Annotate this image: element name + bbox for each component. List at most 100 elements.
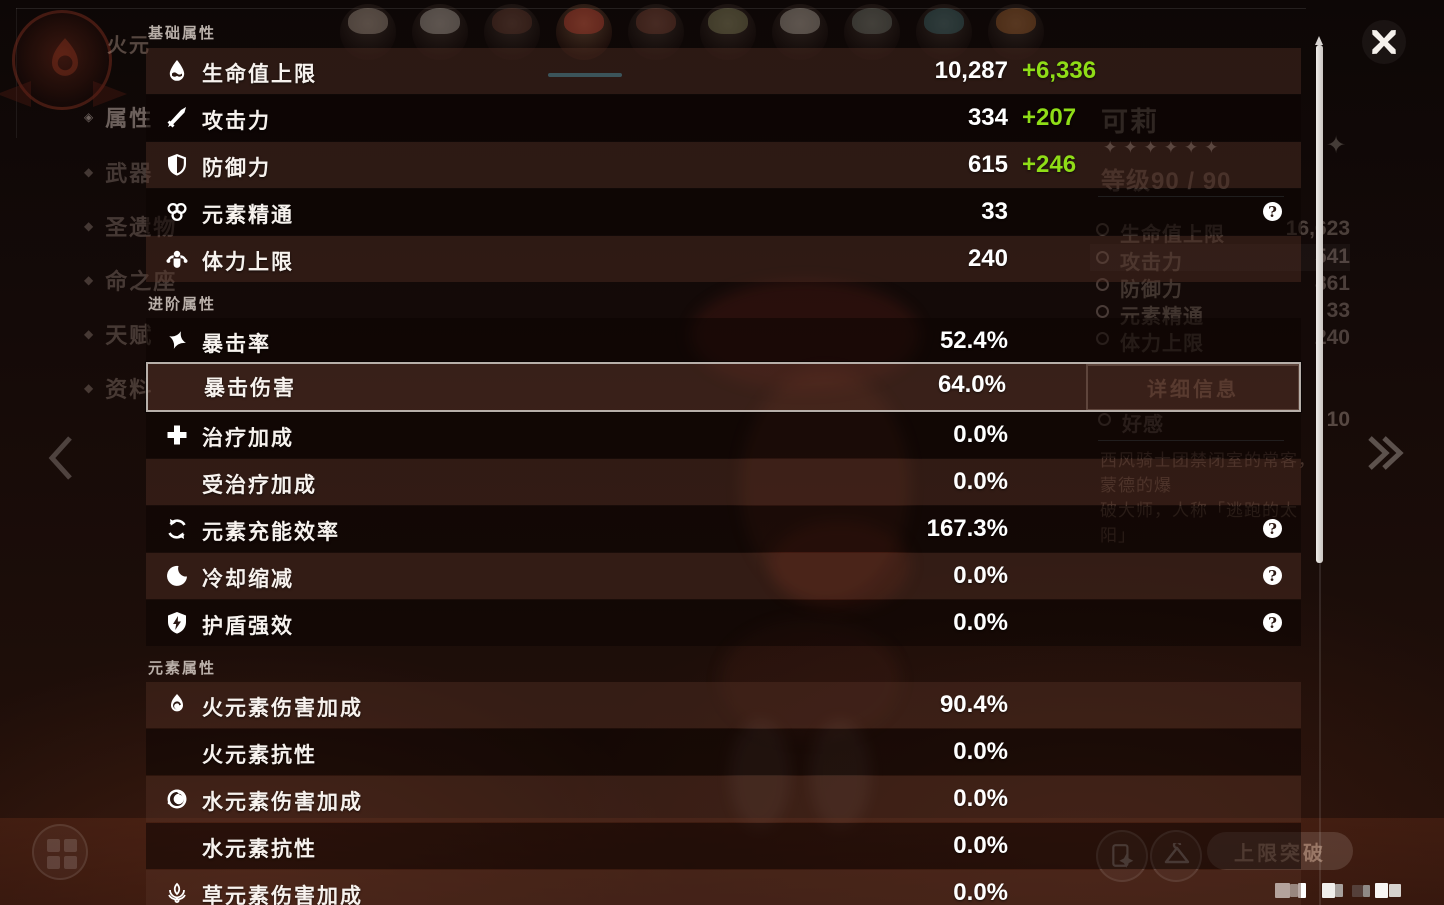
attack-icon <box>167 107 186 128</box>
party-avatar[interactable] <box>412 4 468 60</box>
avatar-art <box>996 8 1036 34</box>
sidebar-item-weapon[interactable]: ◆ 武器 <box>84 156 153 188</box>
rarity-stars: ✦✦✦✦✦✦ <box>1103 138 1225 157</box>
diamond-icon: ◆ <box>84 327 96 341</box>
stat-label: 火元素抗性 <box>202 744 317 767</box>
stat-label: 元素充能效率 <box>202 521 340 544</box>
sidebar-item-constellation[interactable]: ◆ 命之座 <box>84 264 177 296</box>
stat-row-atk[interactable]: 攻击力 334 +207 <box>146 95 1301 141</box>
energy-recharge-icon <box>168 519 186 539</box>
scrollbar-track[interactable] <box>1319 563 1321 905</box>
mini-stat-label: 防御力 <box>1120 279 1183 301</box>
hp-icon <box>169 60 185 81</box>
censored-block <box>1375 883 1388 898</box>
previous-character-chevron-icon[interactable] <box>48 436 74 485</box>
crit-rate-icon <box>169 331 186 349</box>
stat-label: 草元素伤害加成 <box>202 885 363 905</box>
party-avatar[interactable] <box>340 4 396 60</box>
grid-icon <box>47 839 60 852</box>
sparkle-icon: ✦ <box>1326 132 1347 159</box>
stat-value: 0.0% <box>953 738 1008 765</box>
sidebar-item-label: 资料 <box>105 377 154 402</box>
stat-row-healing-bonus[interactable]: 治疗加成 0.0% <box>146 412 1301 458</box>
party-avatar-selected[interactable] <box>556 4 612 60</box>
stat-row-hydro-res[interactable]: 水元素抗性 0.0% <box>146 823 1301 869</box>
stat-row-pyro-res[interactable]: 火元素抗性 0.0% <box>146 729 1301 775</box>
diamond-icon: ◆ <box>84 219 96 233</box>
stat-value: 0.0% <box>953 468 1008 495</box>
stat-row-def[interactable]: 防御力 615 +246 <box>146 142 1301 188</box>
stat-value: 167.3% <box>926 515 1008 542</box>
stat-label: 火元素伤害加成 <box>202 697 363 720</box>
avatar-art <box>780 8 820 34</box>
stat-label: 元素精通 <box>202 204 294 227</box>
party-avatar[interactable] <box>988 4 1044 60</box>
help-icon[interactable]: ? <box>1263 566 1282 585</box>
avatar-art <box>348 8 388 34</box>
stat-row-crit-dmg-selected[interactable]: 暴击伤害 64.0% <box>146 362 1301 412</box>
element-section-label: 火元 <box>107 35 151 57</box>
stat-row-energy-recharge[interactable]: 元素充能效率 167.3% ? <box>146 506 1301 552</box>
stat-row-cd-reduction[interactable]: 冷却缩减 0.0% ? <box>146 553 1301 599</box>
flame-icon <box>52 38 78 76</box>
dendro-icon <box>168 882 186 903</box>
censored-block <box>1322 883 1335 898</box>
pyro-icon <box>171 694 183 712</box>
stamina-icon <box>166 250 188 268</box>
diamond-icon: ◆ <box>84 165 96 179</box>
avatar-art <box>492 8 532 34</box>
defense-icon <box>1096 278 1109 291</box>
censored-block <box>1335 884 1343 897</box>
help-icon[interactable]: ? <box>1263 202 1282 221</box>
party-avatar[interactable] <box>484 4 540 60</box>
party-avatar[interactable] <box>628 4 684 60</box>
grid-icon <box>64 856 77 869</box>
diamond-icon: ◈ <box>84 110 96 124</box>
party-grid-button[interactable] <box>32 824 88 880</box>
stat-row-crit-rate[interactable]: 暴击率 52.4% <box>146 318 1301 364</box>
stat-row-hydro-dmg[interactable]: 水元素伤害加成 0.0% <box>146 776 1301 822</box>
mini-stat-value: 33 <box>1326 299 1350 322</box>
stat-row-shield-strength[interactable]: 护盾强效 0.0% ? <box>146 600 1301 646</box>
stat-row-elemental-mastery[interactable]: 元素精通 33 ? <box>146 189 1301 235</box>
stat-value: 90.4% <box>939 691 1008 718</box>
party-avatar[interactable] <box>844 4 900 60</box>
section-label-elemental: 元素属性 <box>148 660 217 677</box>
scrollbar-up-arrow[interactable] <box>1315 36 1323 45</box>
stat-row-pyro-dmg[interactable]: 火元素伤害加成 90.4% <box>146 682 1301 728</box>
avatar-art <box>420 8 460 34</box>
next-character-chevron-icon[interactable] <box>1366 436 1404 475</box>
help-icon[interactable]: ? <box>1263 613 1282 632</box>
mini-stat-label: 攻击力 <box>1120 252 1183 274</box>
help-icon[interactable]: ? <box>1263 519 1282 538</box>
diamond-icon: ◆ <box>84 273 96 287</box>
mini-stat-value: 240 <box>1314 326 1350 349</box>
character-art <box>740 370 910 600</box>
stat-bonus-value: +207 <box>1022 104 1077 131</box>
attributes-panel: 基础属性 生命值上限 10,287 +6,336 攻击力 334 +207 防御… <box>146 0 1301 905</box>
scrollbar-thumb[interactable] <box>1316 45 1323 563</box>
stat-label: 水元素抗性 <box>202 838 317 861</box>
party-avatar[interactable] <box>772 4 828 60</box>
mini-stat-value: 541 <box>1314 245 1350 268</box>
close-icon <box>1372 30 1396 54</box>
censored-block <box>1363 885 1370 897</box>
stat-label: 冷却缩减 <box>202 568 294 591</box>
stat-row-hp[interactable]: 生命值上限 10,287 +6,336 <box>146 48 1301 94</box>
stat-value: 615 <box>967 151 1008 178</box>
avatar-art <box>852 8 892 34</box>
stat-row-incoming-healing[interactable]: 受治疗加成 0.0% <box>146 459 1301 505</box>
party-avatar[interactable] <box>916 4 972 60</box>
sidebar-item-attributes[interactable]: ◈ 属性 <box>84 101 153 133</box>
party-avatar[interactable] <box>700 4 756 60</box>
stat-value: 0.0% <box>953 609 1008 636</box>
stat-label: 护盾强效 <box>202 615 294 638</box>
close-button[interactable] <box>1362 20 1406 64</box>
sidebar-item-talents[interactable]: ◆ 天赋 <box>84 318 153 350</box>
stat-value: 240 <box>967 245 1008 272</box>
stat-row-dendro-dmg[interactable]: 草元素伤害加成 0.0% <box>146 870 1301 905</box>
stat-row-stamina[interactable]: 体力上限 240 <box>146 236 1301 282</box>
stat-bonus-value: +6,336 <box>1022 57 1097 84</box>
sidebar-item-profile[interactable]: ◆ 资料 <box>84 372 153 404</box>
